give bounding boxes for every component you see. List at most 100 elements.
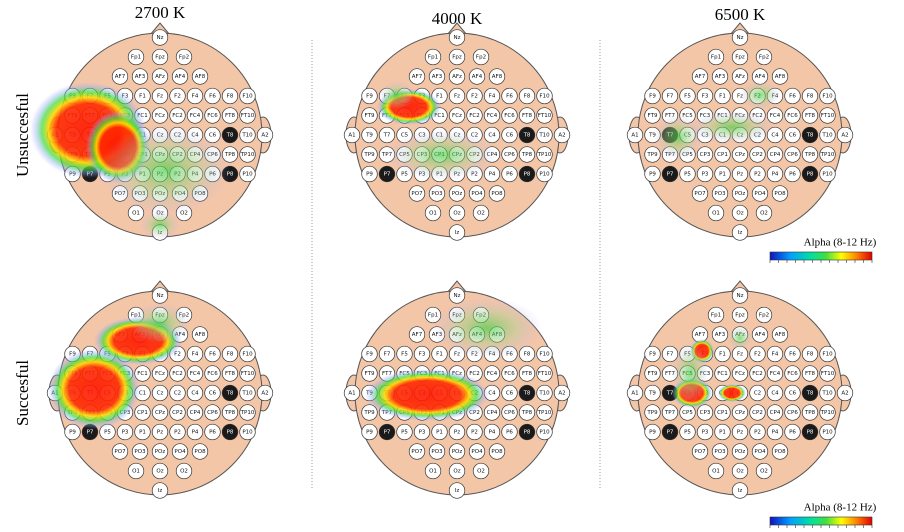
electrode: FT8 <box>221 365 239 382</box>
electrode-label: Fp2 <box>476 55 486 61</box>
electrode-marker <box>151 68 169 85</box>
electrode-label: POz <box>735 449 746 455</box>
electrode-marker <box>766 404 784 421</box>
electrode-marker <box>239 87 256 105</box>
electrode-marker <box>239 107 256 124</box>
electrode-marker <box>239 404 256 421</box>
electrode-marker <box>239 345 256 363</box>
electrode-label: POz <box>452 449 463 455</box>
electrode-label: F8 <box>807 352 814 358</box>
electrode-marker <box>361 126 378 144</box>
electrode-label: P1 <box>139 430 146 436</box>
electrode-label: A2 <box>261 133 268 139</box>
electrode: C2 <box>169 384 186 402</box>
electrode-marker <box>766 423 784 441</box>
electrode: P10 <box>239 423 256 441</box>
electrode-label: CP1 <box>717 410 728 416</box>
electrode-label: Fp1 <box>131 55 141 61</box>
electrode: TP8 <box>801 404 819 421</box>
electrode-marker <box>679 87 696 105</box>
electrode: O2 <box>755 204 773 222</box>
electrode-marker <box>784 126 801 144</box>
electrode-marker <box>428 185 446 202</box>
electrode: CP2 <box>169 404 186 421</box>
electrode-marker <box>256 126 274 144</box>
electrode-label: C4 <box>488 133 496 139</box>
electrode-label: O1 <box>132 469 140 475</box>
electrode-marker <box>431 345 448 363</box>
electrode: CP1 <box>134 404 151 421</box>
electrode: P6 <box>204 423 221 441</box>
electrode-marker <box>751 326 769 343</box>
electrode: PO4 <box>171 443 189 460</box>
electrode-label: P2 <box>471 430 478 436</box>
electrode-marker <box>501 126 518 144</box>
electrode: F1 <box>134 87 151 105</box>
electrode-marker <box>127 462 145 480</box>
electrode: A1 <box>626 384 644 402</box>
electrode-label: F10 <box>822 94 833 100</box>
electrode-marker <box>204 87 221 105</box>
electrode-marker <box>784 87 801 105</box>
electrode-label: P4 <box>489 430 496 436</box>
electrode-label: TP8 <box>224 152 236 158</box>
electrode-marker <box>343 384 361 402</box>
electrode-marker <box>707 48 725 66</box>
electrode-label: C6 <box>209 391 217 397</box>
electrode-marker <box>131 443 149 460</box>
electrode: P6 <box>501 423 518 441</box>
electrode-label: Fpz <box>155 55 165 61</box>
electrode: O2 <box>755 462 773 480</box>
electrode-marker <box>501 384 518 402</box>
electrode-label: Nz <box>453 293 460 299</box>
electrode: Fp2 <box>175 48 193 66</box>
electrode-marker <box>749 423 766 441</box>
row-title: Succesful <box>13 360 32 426</box>
electrode-marker <box>501 423 518 441</box>
electrode: F9 <box>644 345 661 363</box>
electrode-label: P4 <box>772 430 779 436</box>
electrode-label: CP4 <box>770 152 781 158</box>
electrode: PO3 <box>711 185 729 202</box>
electrode-marker <box>784 404 801 421</box>
electrode-label: Nz <box>736 293 743 299</box>
electrode: CPz <box>151 404 169 421</box>
electrode-label: T8 <box>806 133 814 139</box>
electrode-marker <box>691 68 709 85</box>
electrode: T9 <box>361 126 378 144</box>
electrode-marker <box>256 384 274 402</box>
electrode: F10 <box>536 345 553 363</box>
electrode-label: T10 <box>821 391 833 397</box>
electrode-marker <box>661 165 679 183</box>
electrode: P7 <box>378 165 396 183</box>
electrode-label: PO8 <box>491 449 503 455</box>
electrode: Fpz <box>731 306 749 324</box>
electrode-label: Fpz <box>452 55 462 61</box>
electrode-label: PO7 <box>694 449 706 455</box>
electrode-label: FC1 <box>434 113 445 119</box>
electrode-label: AFz <box>452 74 462 80</box>
electrode-marker <box>731 68 749 85</box>
electrode-label: Pz <box>157 430 163 436</box>
electrode-label: P3 <box>122 430 129 436</box>
electrode-marker <box>784 423 801 441</box>
electrode-label: P2 <box>174 430 181 436</box>
electrode: P5 <box>396 423 413 441</box>
electrode-label: CP6 <box>787 152 798 158</box>
electrode-marker <box>221 404 239 421</box>
electrode: FT8 <box>801 365 819 382</box>
electrode-label: C2 <box>754 391 761 397</box>
electrode: P6 <box>501 165 518 183</box>
electrode-label: F7 <box>667 352 674 358</box>
electrode-marker <box>714 423 731 441</box>
electrode-marker <box>378 126 396 144</box>
activation-blob <box>140 211 180 239</box>
electrode: PO7 <box>408 443 426 460</box>
electrode-label: POz <box>155 449 166 455</box>
electrode: AF3 <box>428 68 446 85</box>
electrode-marker <box>127 48 145 66</box>
electrode-marker <box>186 423 204 441</box>
electrode: T8 <box>801 384 819 402</box>
electrode: AF8 <box>191 326 209 343</box>
